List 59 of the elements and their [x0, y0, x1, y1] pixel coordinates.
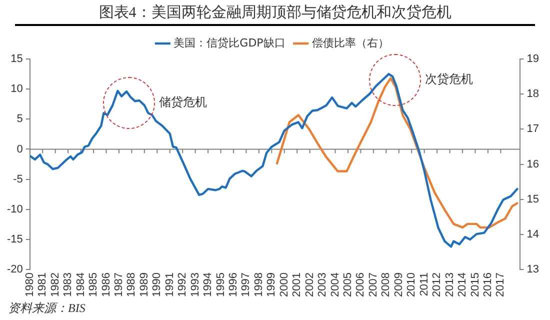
- x-tick-label: 2008: [380, 272, 392, 298]
- y-tick-label: 5: [16, 113, 23, 126]
- x-tick-label: 2013: [444, 272, 456, 298]
- x-tick-label: 2005: [342, 272, 354, 298]
- y-tick-label: -15: [6, 233, 23, 246]
- x-tick-label: 1996: [228, 272, 240, 298]
- x-tick-label: 2000: [278, 272, 290, 298]
- x-tick-label: 2009: [392, 272, 405, 298]
- y-tick-label: -20: [6, 264, 23, 276]
- x-tick-label: 2010: [406, 272, 418, 298]
- x-tick-label: 2014: [456, 272, 469, 298]
- y-tick-label: -5: [13, 173, 23, 186]
- x-tick-label: 1987: [112, 272, 125, 298]
- x-tick-label: 1983: [62, 272, 74, 298]
- x-tick-label: 2016: [482, 272, 494, 298]
- x-tick-label: 2017: [494, 272, 507, 298]
- y2-tick-label: 18: [526, 88, 540, 100]
- x-tick-label: 1990: [151, 272, 164, 298]
- x-tick-label: 2003: [316, 272, 329, 298]
- y-tick-label: -10: [6, 203, 23, 216]
- x-tick-label: 2012: [431, 272, 444, 298]
- x-tick-label: 2001: [291, 272, 304, 298]
- y2-tick-label: 14: [526, 228, 540, 240]
- annotation: 次贷危机: [424, 71, 473, 88]
- y-tick-label: 0: [16, 143, 23, 156]
- x-tick-label: 1980: [24, 272, 36, 298]
- x-tick-label: 1981: [36, 272, 49, 298]
- x-tick-label: 2007: [367, 272, 380, 298]
- x-tick-label: 2004: [329, 272, 342, 298]
- x-tick-label: 1991: [164, 272, 176, 298]
- x-tick-label: 1993: [189, 272, 202, 298]
- y2-tick-label: 17: [526, 123, 540, 136]
- x-tick-label: 2011: [418, 272, 430, 296]
- x-tick-label: 1992: [176, 272, 189, 298]
- y2-tick-label: 16: [526, 158, 540, 170]
- x-tick-label: 1999: [266, 272, 278, 298]
- x-tick-label: 1982: [49, 272, 62, 298]
- x-tick-label: 1995: [214, 272, 227, 298]
- x-tick-label: 2015: [469, 272, 482, 298]
- legend-label: 美国：信贷比GDP缺口: [174, 36, 286, 50]
- chart-title: 图表4：美国两轮金融周期顶部与储贷危机和次贷危机: [15, 3, 535, 26]
- y2-tick-label: 19: [526, 53, 540, 66]
- x-tick-label: 1985: [88, 272, 100, 298]
- x-tick-label: 1997: [240, 272, 252, 298]
- x-tick-label: 1994: [202, 272, 214, 298]
- x-tick-label: 2006: [354, 272, 367, 298]
- x-tick-label: 1984: [74, 272, 87, 298]
- x-tick-label: 1989: [138, 272, 150, 298]
- x-tick-label: 2002: [304, 272, 316, 298]
- y-tick-label: 15: [10, 53, 23, 66]
- legend-label: 偿债比率（右）: [312, 36, 389, 50]
- y2-tick-label: 15: [526, 193, 540, 206]
- text: 资料来源：BIS: [8, 300, 86, 317]
- y2-tick-label: 13: [526, 264, 540, 276]
- x-tick-label: 1988: [126, 272, 138, 298]
- annotation: 储贷危机: [158, 94, 207, 111]
- y-tick-label: 10: [10, 83, 23, 96]
- x-tick-label: 1986: [100, 272, 112, 298]
- x-tick-label: 1998: [252, 272, 265, 298]
